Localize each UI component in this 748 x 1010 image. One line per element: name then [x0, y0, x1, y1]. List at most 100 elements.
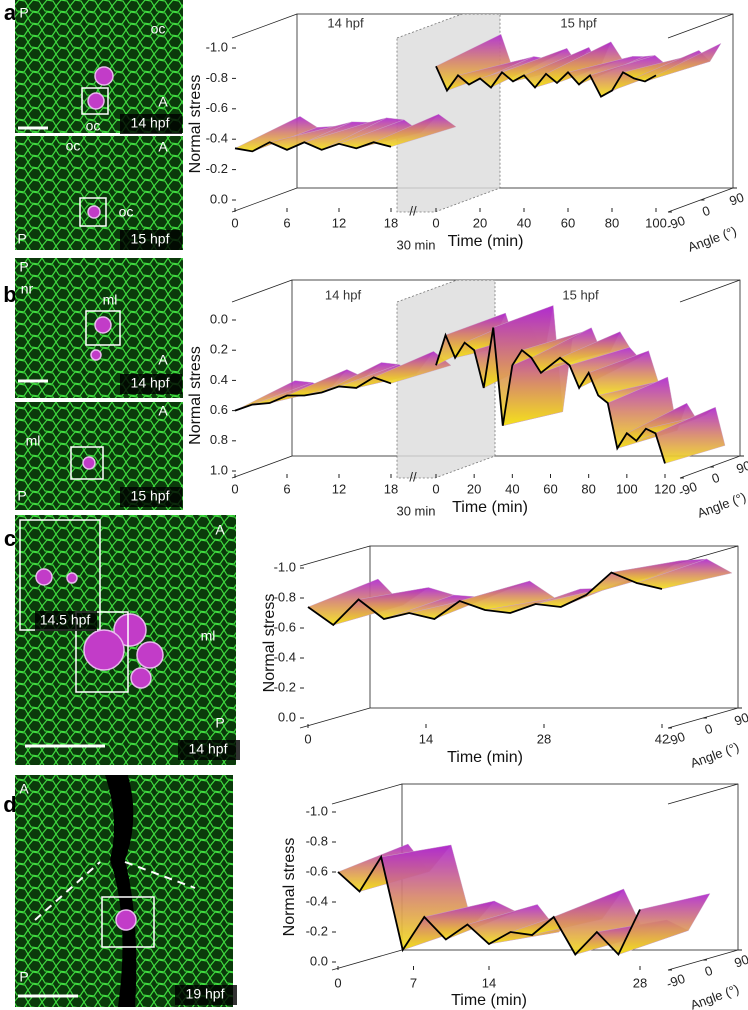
y-tick-label: 0.6 — [210, 402, 228, 417]
label-bg — [120, 487, 182, 507]
nucleus — [136, 641, 164, 669]
nucleus — [130, 667, 152, 689]
x-tick-label: 20 — [473, 215, 487, 230]
image-label: A — [158, 139, 168, 155]
x-tick-label: 6 — [283, 215, 290, 230]
x-tick-label: 80 — [605, 215, 619, 230]
y-tick-label: -0.2 — [306, 923, 328, 938]
time-gap — [396, 279, 496, 479]
angle-tick-label: 90 — [727, 189, 746, 208]
x-tick-label: 0 — [432, 481, 439, 496]
image-label: A — [158, 403, 168, 419]
angle-tick-label: 90 — [732, 951, 748, 970]
x-tick-label: 14 — [482, 975, 496, 990]
x-tick-label: 0 — [231, 215, 238, 230]
y-tick-label: 0.0 — [210, 191, 228, 206]
angle-axis-label: Angle (°) — [686, 223, 739, 254]
angle-tick-label: -90 — [664, 213, 687, 234]
image-label: 15 hpf — [131, 488, 170, 504]
x-tick-label: 14 — [419, 731, 433, 746]
image-label: A — [158, 94, 168, 110]
x-tick-label: 120 — [654, 481, 676, 496]
x-tick-label: 12 — [332, 481, 346, 496]
box-edge — [231, 455, 293, 479]
image-label: A — [158, 352, 168, 368]
plot-box — [369, 545, 739, 709]
angle-tick-label: 0 — [703, 721, 715, 738]
angle-tick-label: 0 — [703, 963, 715, 980]
axis-break: // — [409, 469, 417, 484]
y-tick-label: -0.6 — [274, 619, 296, 634]
box-edge — [299, 707, 371, 729]
y-tick-label: -0.4 — [306, 893, 328, 908]
y-tick-label: -0.8 — [206, 70, 228, 85]
angle-tick-label: -90 — [664, 729, 687, 750]
angle-tick-label: -90 — [664, 971, 687, 992]
angle-tick-label: 90 — [732, 709, 748, 728]
y-axis-label: Normal stress — [261, 594, 278, 693]
image-label: 14 hpf — [131, 115, 170, 131]
y-axis-label: Normal stress — [187, 75, 204, 174]
y-tick-label: 0.0 — [278, 709, 296, 724]
x-axis-label: Time (min) — [451, 992, 527, 1009]
y-axis-label: Normal stress — [281, 838, 298, 937]
y-tick-label: 0.8 — [210, 432, 228, 447]
x-tick-label: 60 — [561, 215, 575, 230]
y-tick-label: 0.2 — [210, 342, 228, 357]
x-tick-label: 18 — [384, 481, 398, 496]
panel-letter: c — [4, 526, 16, 551]
image-label: P — [17, 488, 26, 504]
label-bg — [120, 114, 182, 134]
x-tick-label: 40 — [505, 481, 519, 496]
image-label: nr — [21, 281, 34, 297]
image-label: 15 hpf — [131, 231, 170, 247]
x-tick-label: 0 — [432, 215, 439, 230]
stress-line — [234, 141, 392, 153]
image-label: P — [19, 259, 28, 275]
x-tick-label: 0 — [334, 975, 341, 990]
segment-label: 14 hpf — [325, 287, 362, 302]
y-tick-label: -0.6 — [306, 863, 328, 878]
box-edge — [331, 783, 403, 805]
nucleus — [82, 456, 96, 470]
stress-line — [234, 376, 392, 412]
y-axis-label: Normal stress — [187, 346, 204, 445]
angle-tick-label: -90 — [676, 479, 699, 500]
x-tick-label: 80 — [581, 481, 595, 496]
roi-box — [81, 87, 109, 115]
y-tick-label: -0.8 — [274, 589, 296, 604]
label-bg — [35, 611, 97, 631]
x-tick-label: 100 — [645, 215, 667, 230]
box-edge — [231, 187, 298, 213]
box-edge — [667, 783, 739, 805]
stress-line — [435, 65, 657, 98]
x-tick-label: 28 — [633, 975, 647, 990]
plot-box — [291, 279, 741, 457]
angle-axis-label: Angle (°) — [688, 739, 741, 770]
stress-line — [435, 327, 666, 464]
stress-line — [307, 571, 663, 627]
nucleus — [90, 349, 102, 361]
box-edge — [331, 949, 403, 971]
x-tick-label: 28 — [537, 731, 551, 746]
x-tick-label: 42 — [655, 731, 669, 746]
image-label: 14.5 hpf — [40, 612, 91, 628]
roi-box — [70, 446, 104, 480]
nucleus — [113, 613, 147, 647]
angle-tick-label: 0 — [700, 203, 712, 220]
gap-label: 30 min — [396, 503, 435, 518]
plot-box — [296, 13, 734, 189]
image-label: 14 hpf — [189, 741, 228, 757]
segment-label: 15 hpf — [562, 287, 599, 302]
micrograph — [15, 0, 183, 133]
y-tick-label: 1.0 — [210, 462, 228, 477]
image-label: oc — [151, 21, 166, 37]
box-edge — [231, 279, 293, 303]
box-edge — [679, 279, 741, 303]
label-bg — [175, 985, 237, 1005]
box-edge — [667, 13, 734, 39]
y-tick-label: 0.0 — [210, 311, 228, 326]
x-axis-label: Time (min) — [448, 233, 524, 250]
image-label: 14 hpf — [131, 375, 170, 391]
y-tick-label: -1.0 — [306, 803, 328, 818]
